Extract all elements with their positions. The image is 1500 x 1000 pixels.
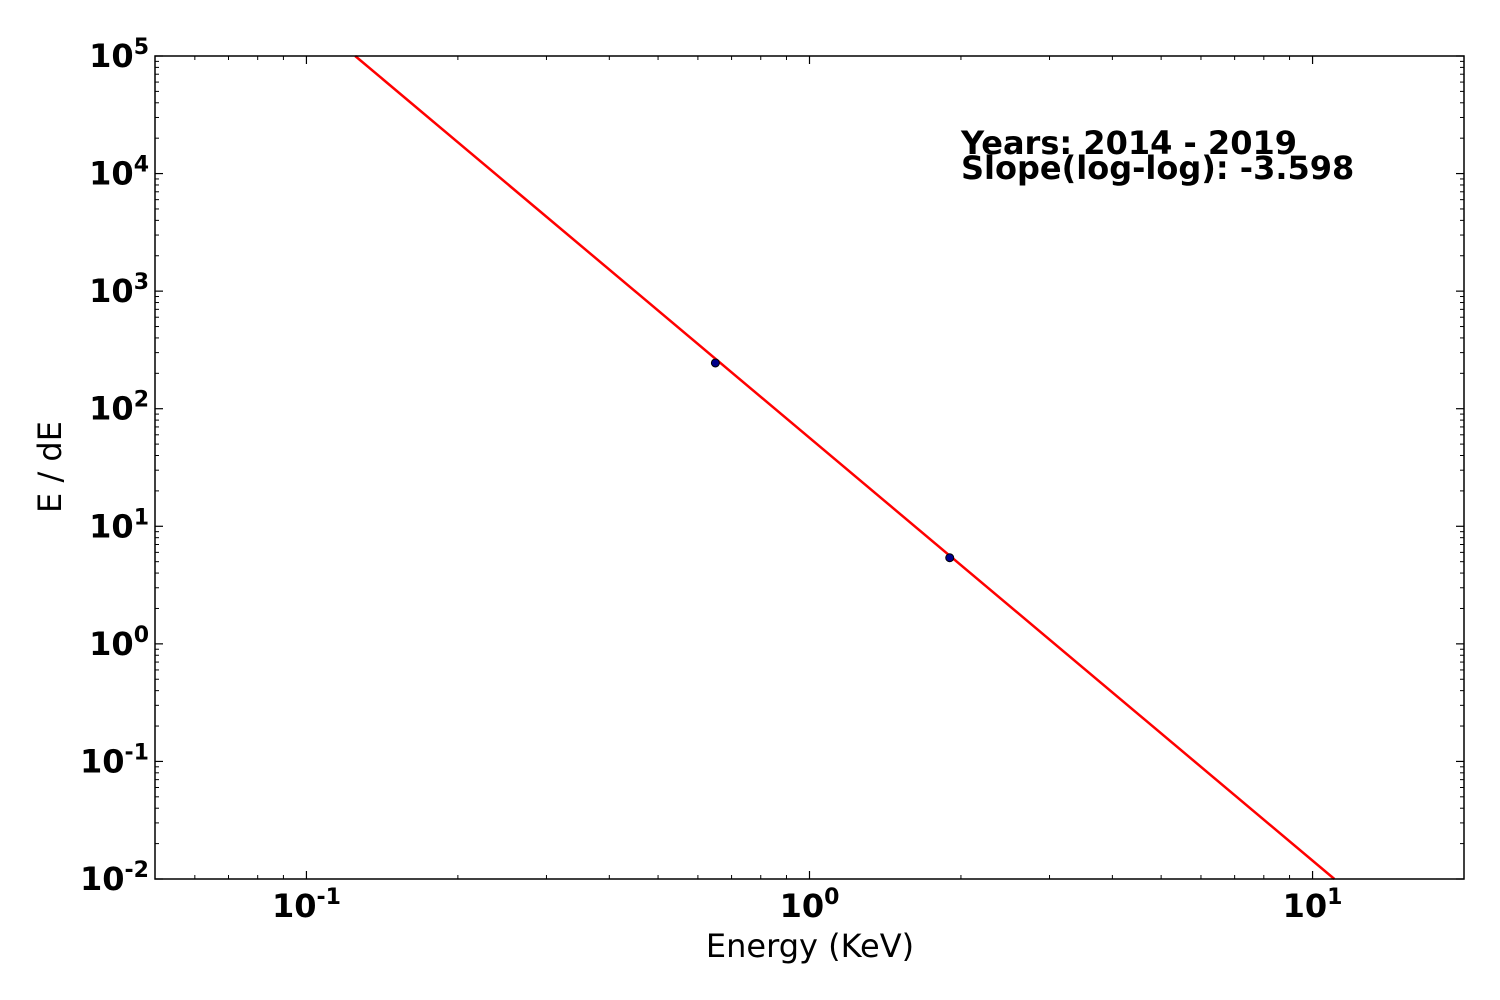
y-tick-label: 102: [89, 388, 149, 428]
y-axis-title: E / dE: [31, 421, 69, 513]
y-tick-label: 104: [89, 153, 149, 193]
slope-annotation: Slope(log-log): -3.598: [961, 149, 1354, 187]
fit-line: [354, 55, 1336, 880]
y-tick-label: 101: [89, 505, 149, 545]
x-axis-title: Energy (KeV): [706, 927, 914, 965]
x-tick-labels: 10-1 100 101: [272, 885, 1343, 925]
x-tick-label: 10-1: [272, 885, 341, 925]
x-tick-label: 101: [1283, 885, 1343, 925]
data-points: [710, 358, 955, 563]
y-tick-label: 100: [89, 623, 149, 663]
data-point: [945, 553, 955, 563]
y-tick-label: 10-2: [80, 858, 149, 898]
years-annotation: Years: 2014 - 2019: [960, 124, 1297, 162]
y-tick-labels: 10-2 10-1 100 101 102 103 104 105: [80, 35, 149, 898]
y-tick-label: 10-1: [80, 740, 149, 780]
plot-frame: [154, 55, 1465, 880]
y-tick-label: 105: [89, 35, 149, 75]
y-tick-label: 103: [89, 270, 149, 310]
data-point: [710, 358, 720, 368]
x-tick-label: 100: [780, 885, 840, 925]
major-ticks: [155, 55, 1464, 880]
